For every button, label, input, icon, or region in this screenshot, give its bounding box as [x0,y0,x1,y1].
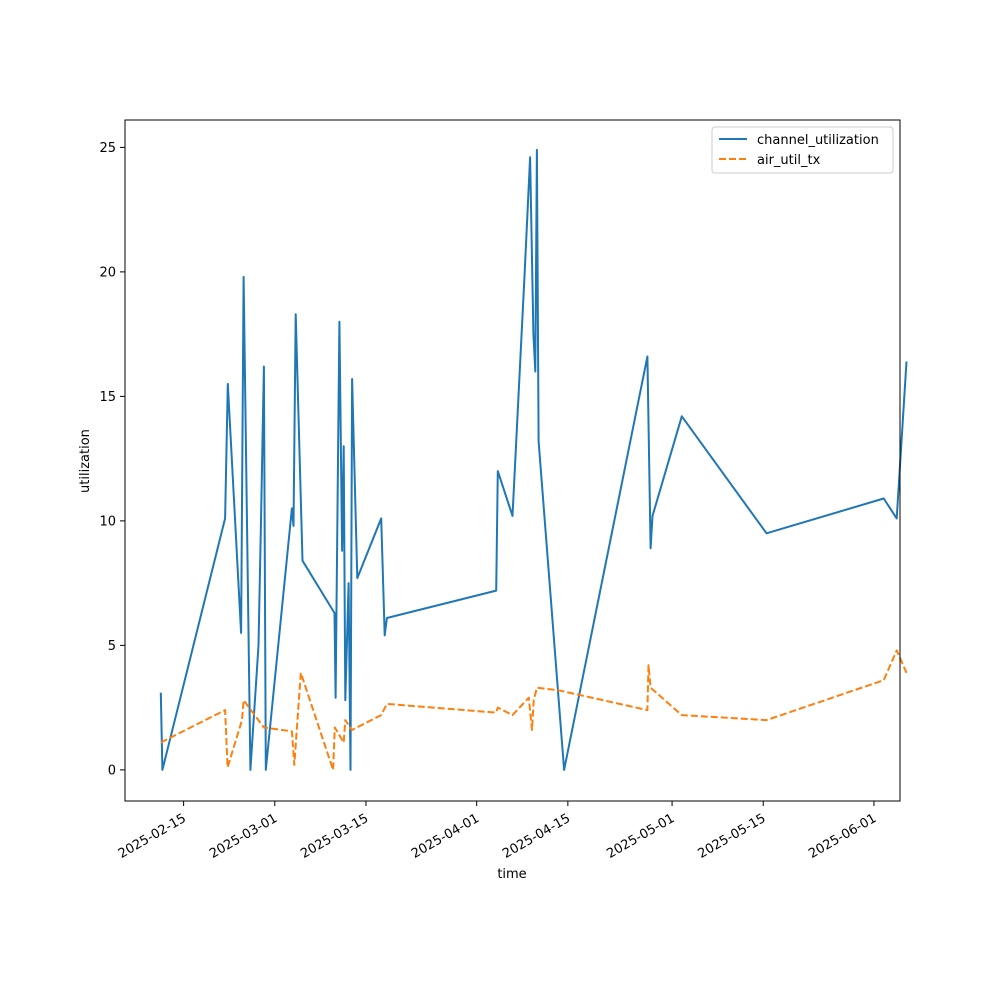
y-tick-label: 0 [108,763,116,778]
legend: channel_utilization air_util_tx [711,126,894,174]
y-axis-title: utilization [78,429,93,493]
series-line-air-util-tx [160,649,908,771]
series-layer [159,148,908,771]
x-axis-title: time [497,867,526,882]
legend-label-air-util-tx: air_util_tx [757,153,821,168]
legend-label-channel-utilization: channel_utilization [757,133,879,148]
y-tick-label: 20 [99,265,116,280]
legend-box [711,126,894,174]
y-axis: 0 5 10 15 20 25 [99,141,125,778]
y-tick-label: 10 [99,514,116,529]
y-tick-label: 5 [108,639,116,654]
y-tick-label: 25 [99,141,116,156]
plot-frame [124,119,901,802]
y-tick-label: 15 [99,390,116,405]
series-line-channel-utilization [159,148,908,771]
